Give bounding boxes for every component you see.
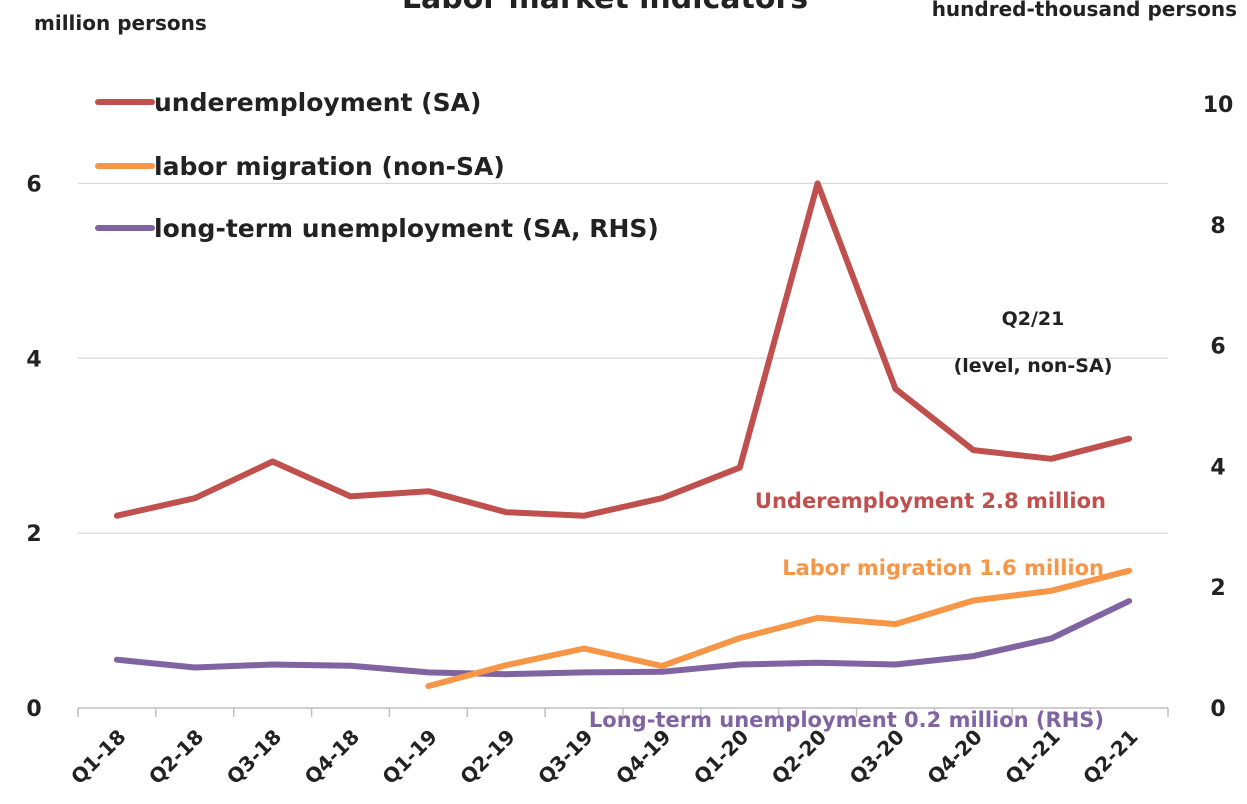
left-y-tick-label: 0 xyxy=(26,697,41,722)
annotation-underemployment: Underemployment 2.8 million xyxy=(755,489,1106,513)
chart-title: Labor market indicators xyxy=(402,0,808,16)
x-tick-label: Q4-20 xyxy=(923,725,987,789)
x-tick-label: Q4-19 xyxy=(611,725,675,789)
x-tick-label: Q2-19 xyxy=(455,725,519,789)
annotation-labor-migration: Labor migration 1.6 million xyxy=(782,556,1104,580)
right-y-tick-label: 2 xyxy=(1210,576,1225,601)
legend-label-underemployment: underemployment (SA) xyxy=(154,88,481,117)
x-tick-label: Q2-18 xyxy=(144,725,208,789)
annotation-note-period: Q2/21 xyxy=(1002,308,1065,330)
right-y-tick-label: 6 xyxy=(1210,335,1225,360)
right-y-axis-labels: 0 2 4 6 8 10 xyxy=(1203,93,1234,722)
right-y-tick-label: 4 xyxy=(1210,455,1225,480)
right-y-tick-label: 10 xyxy=(1203,93,1234,118)
x-tick-label: Q2-20 xyxy=(767,725,831,789)
left-y-tick-label: 2 xyxy=(26,522,41,547)
annotation-note-basis: (level, non-SA) xyxy=(954,355,1113,377)
x-tick-label: Q3-19 xyxy=(533,725,597,789)
series-line-underemployment xyxy=(113,180,1133,519)
left-y-tick-label: 6 xyxy=(26,172,41,197)
x-tick-label: Q3-20 xyxy=(845,725,909,789)
x-tick-label: Q1-20 xyxy=(689,725,753,789)
x-tick-label: Q1-18 xyxy=(66,725,130,789)
legend-label-long-term-unemployment: long-term unemployment (SA, RHS) xyxy=(154,214,659,243)
x-tick-label: Q4-18 xyxy=(300,725,364,789)
x-tick-label: Q2-21 xyxy=(1078,725,1142,789)
series-line-long-term-unemployment xyxy=(113,598,1133,678)
x-tick-label: Q1-21 xyxy=(1000,725,1064,789)
right-axis-unit: hundred-thousand persons xyxy=(932,0,1237,21)
series-lines xyxy=(113,180,1133,690)
gridlines xyxy=(78,182,1168,534)
legend-label-labor-migration: labor migration (non-SA) xyxy=(154,152,505,181)
legend: underemployment (SA) labor migration (no… xyxy=(95,88,659,243)
series-line-labor-migration xyxy=(425,567,1133,690)
x-axis-ticks xyxy=(77,708,1169,717)
left-y-axis-labels: 0 2 4 6 xyxy=(26,172,41,722)
x-tick-label: Q1-19 xyxy=(378,725,442,789)
right-y-tick-label: 0 xyxy=(1210,697,1225,722)
x-tick-label: Q3-18 xyxy=(222,725,286,789)
left-y-tick-label: 4 xyxy=(26,347,41,372)
right-y-tick-label: 8 xyxy=(1210,214,1225,239)
x-axis-labels: Q1-18 Q2-18 Q3-18 Q4-18 Q1-19 Q2-19 Q3-19 Q4-19… xyxy=(66,725,1143,789)
left-axis-unit: million persons xyxy=(34,11,207,35)
annotation-long-term-unemployment: Long-term unemployment 0.2 million (RHS) xyxy=(589,708,1104,732)
